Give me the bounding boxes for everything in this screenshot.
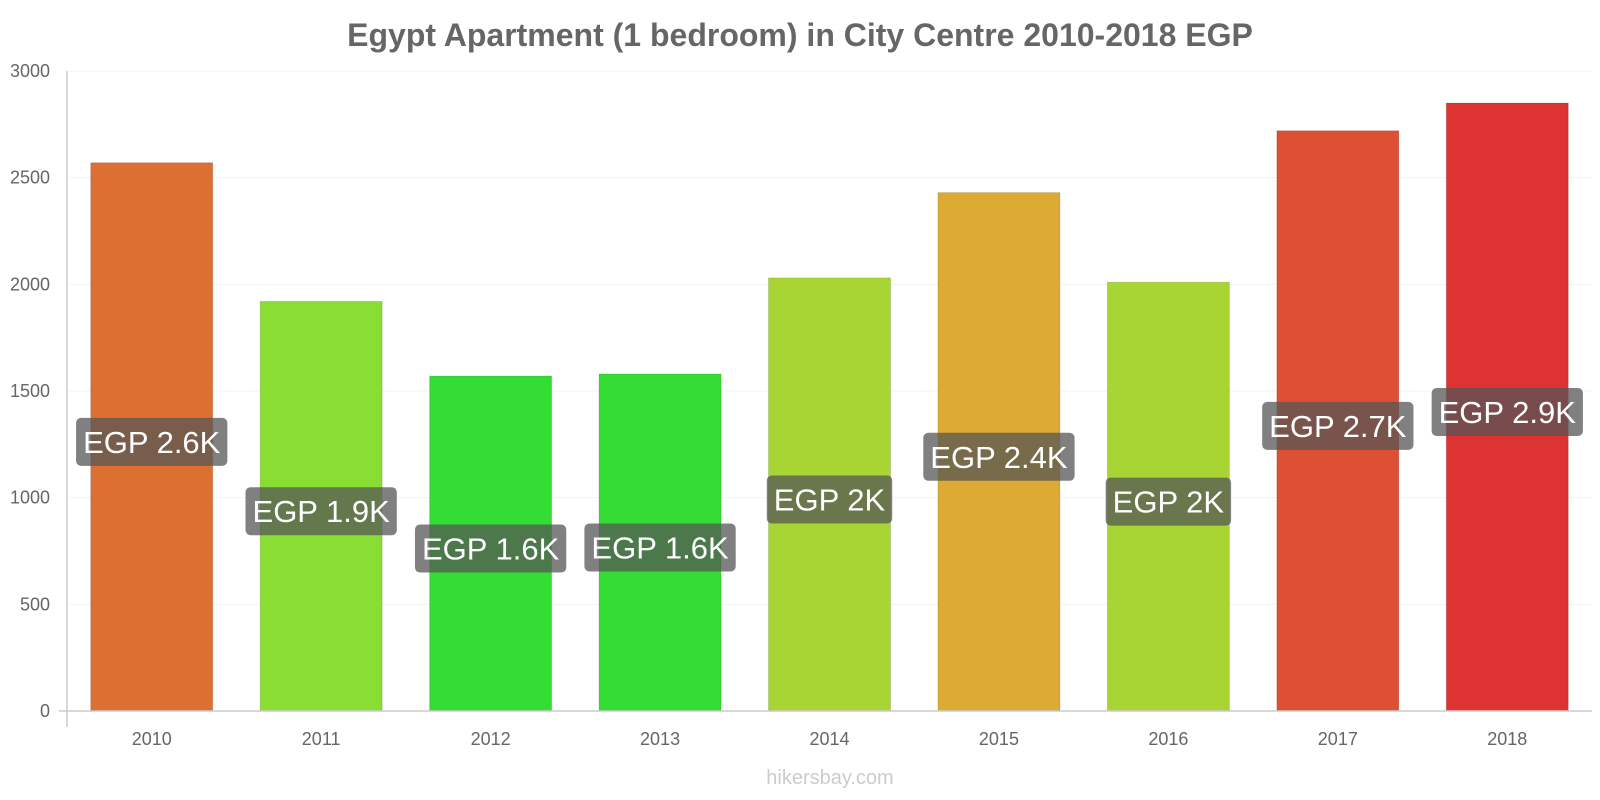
x-tick-label: 2011	[302, 729, 341, 749]
data-label: EGP 1.9K	[245, 487, 397, 536]
data-label-text: EGP 2.6K	[83, 425, 221, 460]
data-label-box	[414, 524, 567, 573]
data-label-text: EGP 2.7K	[1269, 409, 1407, 444]
data-label-text: EGP 2.4K	[930, 440, 1068, 475]
data-label-text: EGP 2.9K	[1439, 395, 1577, 430]
data-label-text: EGP 2K	[1113, 485, 1225, 520]
chart-title: Egypt Apartment (1 bedroom) in City Cent…	[347, 17, 1253, 53]
y-tick-label: 500	[20, 594, 50, 614]
x-tick-label: 2010	[132, 729, 172, 749]
y-tick-label: 2500	[10, 168, 50, 188]
data-label: EGP 1.6K	[584, 523, 736, 572]
y-tick-label: 1000	[10, 488, 50, 508]
y-axis-ticks: 0 500 1000 1500 2000 2500 3000	[10, 61, 50, 721]
x-tick-label: 2017	[1318, 729, 1358, 749]
axes	[59, 71, 1592, 727]
data-label-box	[1105, 477, 1232, 526]
data-label: EGP 2K	[766, 475, 893, 524]
data-label-box	[584, 523, 736, 572]
x-axis-ticks: 2010 2011 2012 2013 2014 2015 2016 2017 2018	[132, 729, 1528, 749]
data-label-text: EGP 1.9K	[253, 494, 391, 529]
x-tick-label: 2012	[471, 729, 511, 749]
data-label: EGP 1.6K	[414, 524, 567, 573]
data-label-box	[1262, 401, 1414, 450]
x-tick-label: 2014	[809, 729, 849, 749]
data-label-box	[766, 475, 893, 524]
data-labels: EGP 2.6K EGP 1.9K EGP 1.6K EGP 1.6K EGP 2K EG…	[76, 388, 1583, 573]
watermark: hikersbay.com	[766, 767, 893, 789]
data-label-text: EGP 1.6K	[591, 530, 729, 565]
data-label: EGP 2.7K	[1262, 401, 1414, 450]
data-label-box	[923, 432, 1075, 481]
data-label: EGP 2K	[1105, 477, 1232, 526]
x-tick-label: 2013	[640, 729, 680, 749]
x-tick-label: 2016	[1148, 729, 1188, 749]
y-tick-label: 0	[40, 701, 50, 721]
y-tick-label: 3000	[10, 61, 50, 81]
data-label-text: EGP 1.6K	[422, 532, 560, 567]
data-label: EGP 2.9K	[1431, 388, 1583, 436]
x-tick-label: 2015	[979, 729, 1019, 749]
data-label: EGP 2.4K	[923, 432, 1075, 481]
data-label-text: EGP 2K	[774, 482, 886, 517]
data-label-box	[1431, 388, 1583, 436]
y-tick-label: 2000	[10, 274, 50, 294]
x-tick-label: 2018	[1487, 729, 1527, 749]
data-label-box	[76, 417, 228, 466]
data-label-box	[245, 487, 397, 536]
data-label: EGP 2.6K	[76, 417, 228, 466]
y-tick-label: 1500	[10, 381, 50, 401]
